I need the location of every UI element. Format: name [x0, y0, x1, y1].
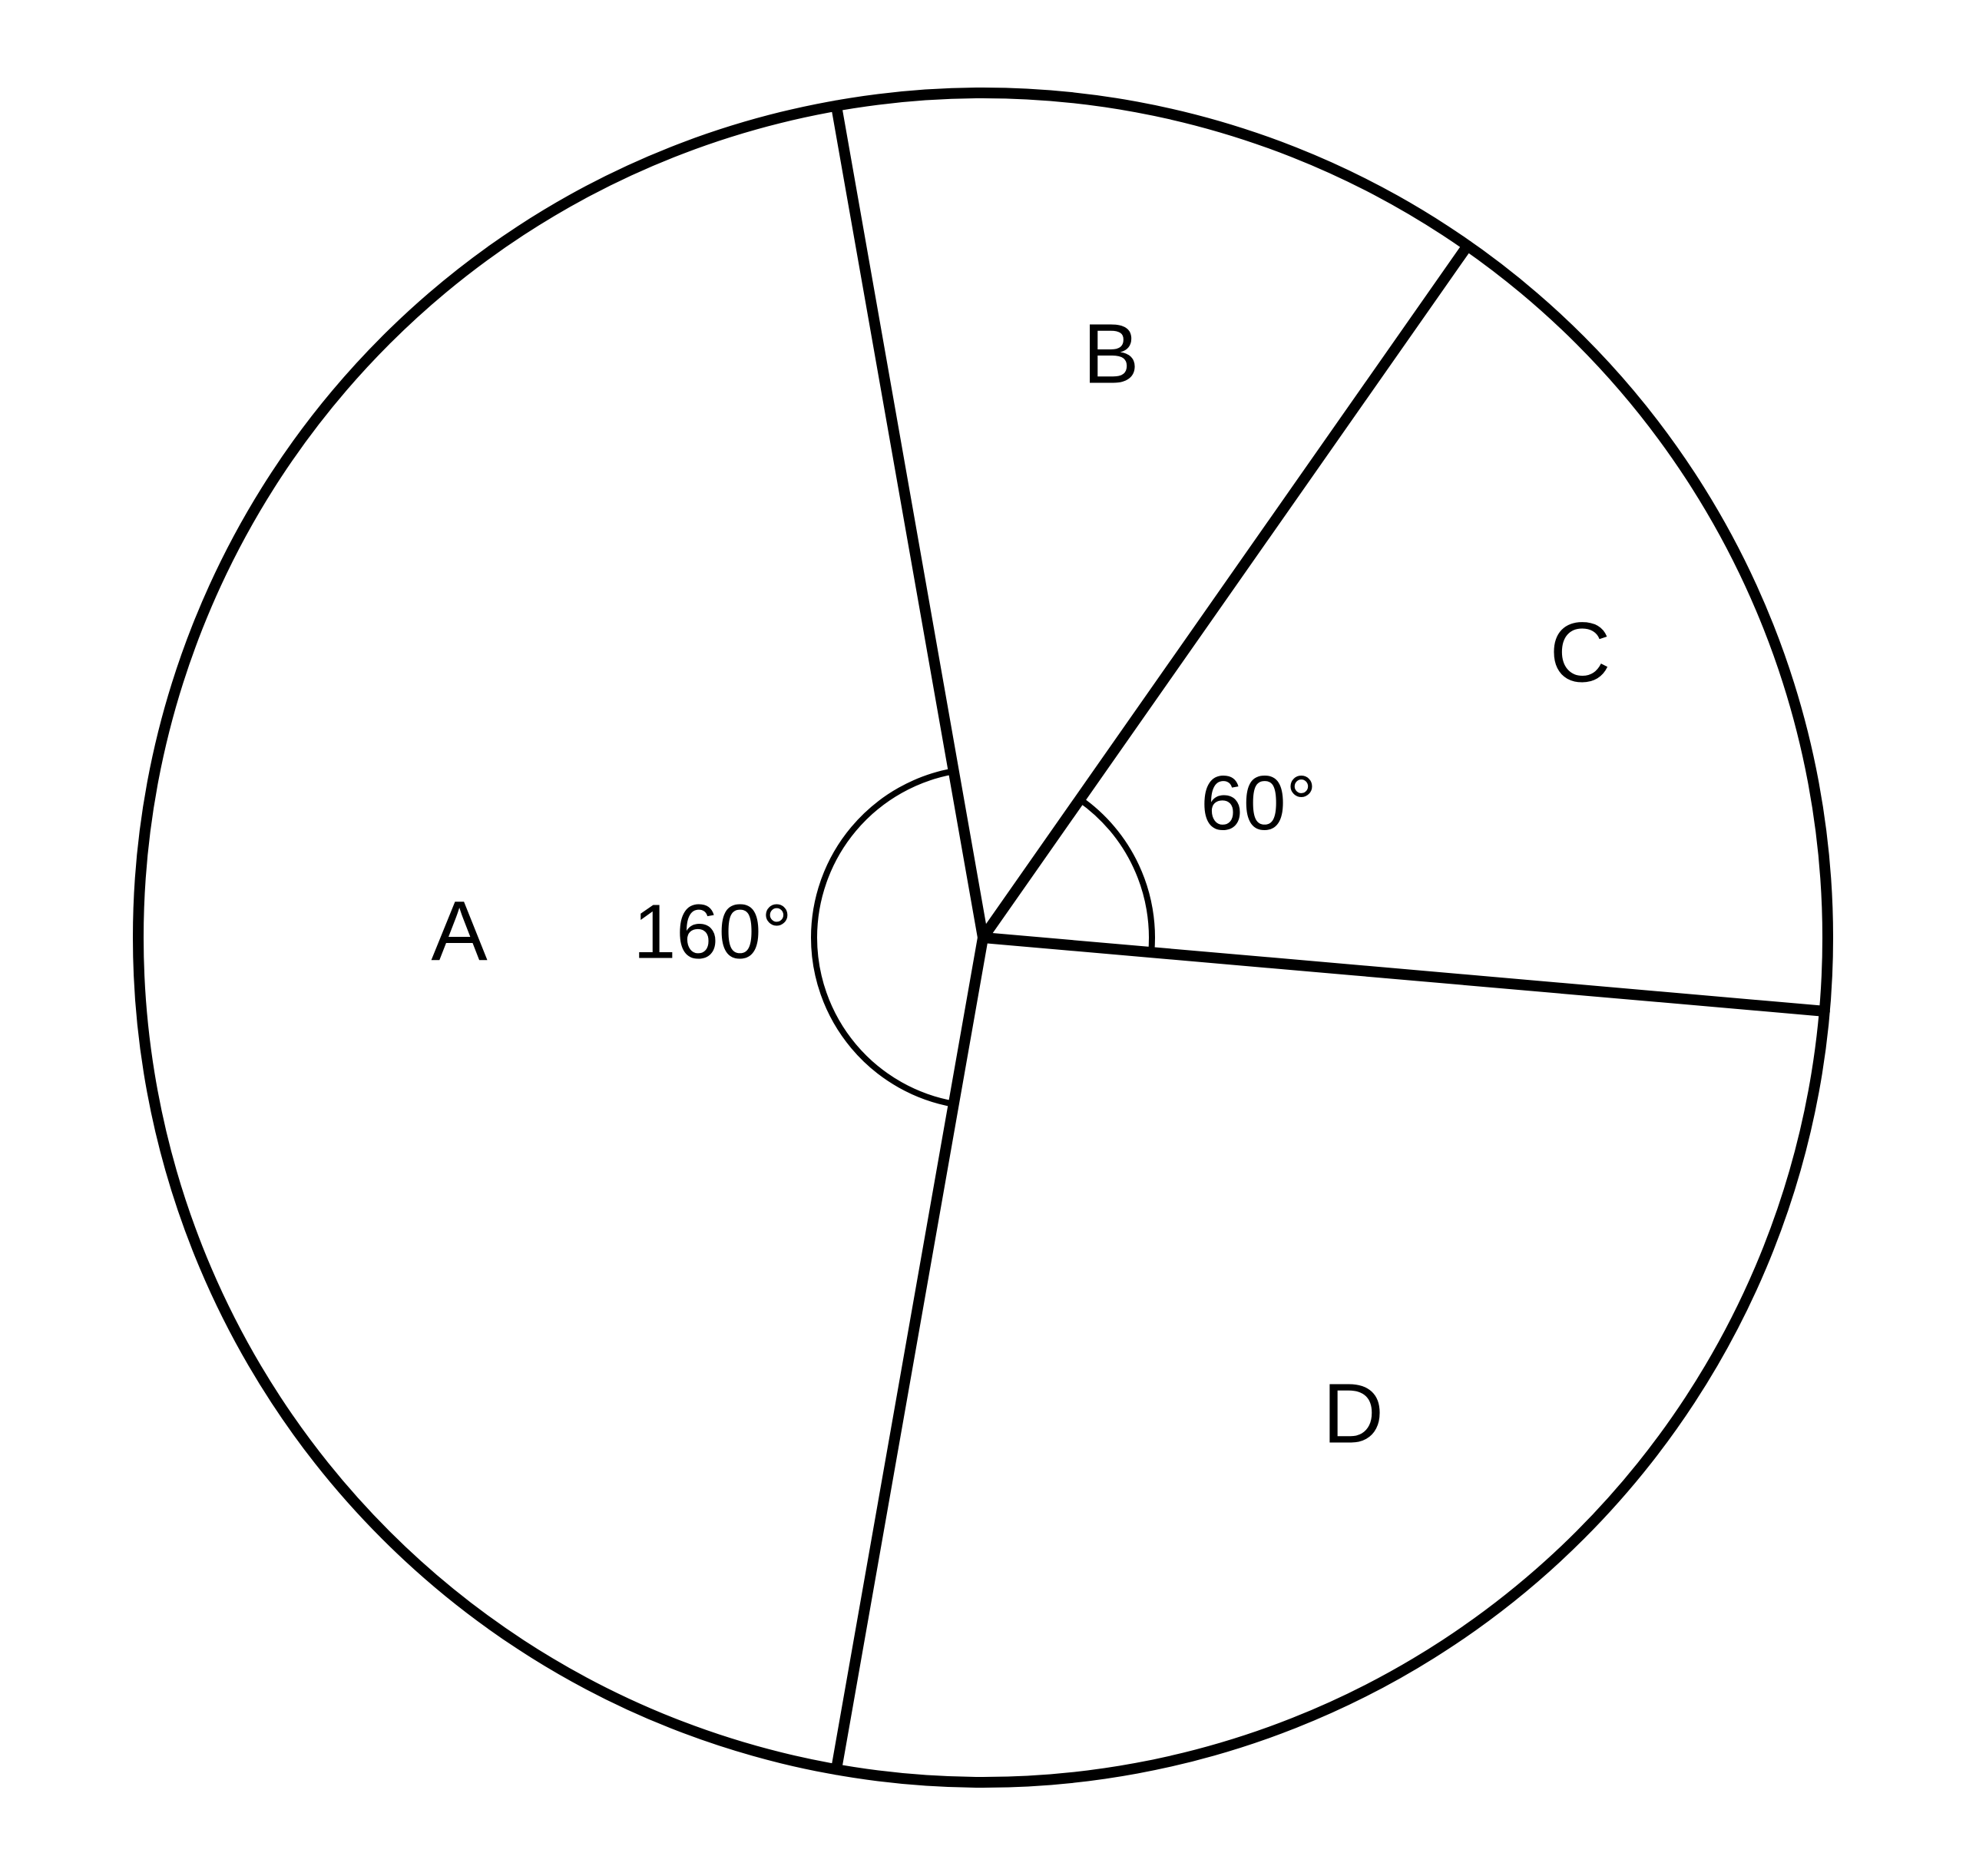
pie-chart: A 160° B C 60° D [0, 0, 1966, 1876]
slice-label-B: B [1083, 306, 1139, 401]
angle-label-C: 60° [1200, 760, 1316, 846]
angle-label-A: 160° [634, 888, 793, 974]
slice-label-C: C [1550, 605, 1610, 700]
slice-label-A: A [431, 884, 488, 978]
slice-label-D: D [1322, 1366, 1383, 1461]
